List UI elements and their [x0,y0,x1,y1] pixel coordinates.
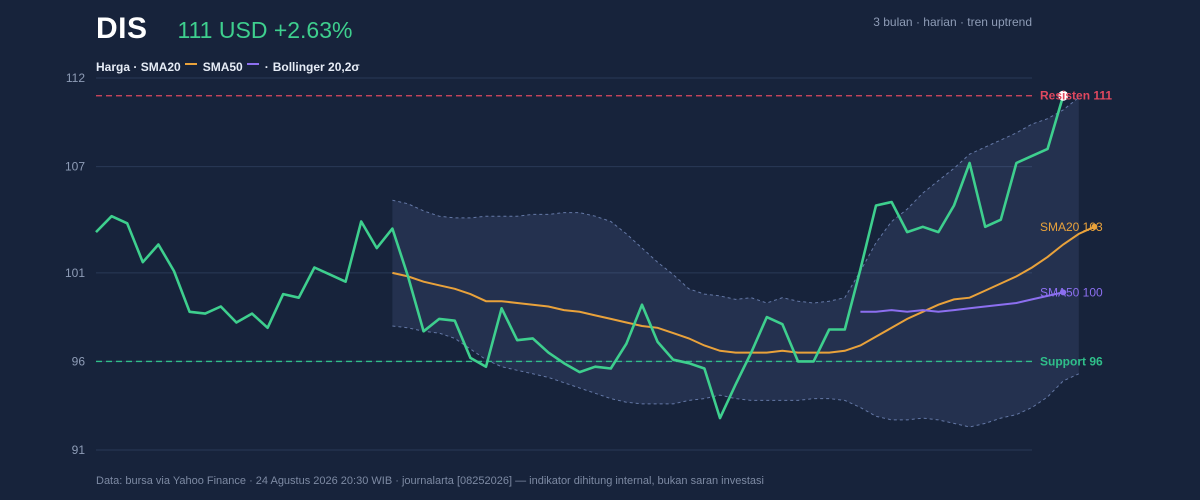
support-label: Support 96 [1040,354,1103,368]
legend-separator: · [130,60,141,74]
chart-meta: 3 bulan · harian · tren uptrend [873,15,1032,29]
legend-sma20: SMA20 [140,60,181,74]
chart-legend: Harga · SMA20 SMA50 · Bollinger 20,2σ [96,60,360,74]
legend-sma50-swatch [246,63,259,65]
y-tick-label: 101 [65,266,85,280]
footer-source: Data: bursa via Yahoo Finance · 24 Agust… [96,475,764,487]
price-last-marker [1058,90,1069,101]
bollinger-band-area [392,97,1079,427]
y-tick-label: 96 [72,354,86,368]
sma50-label: SMA50 100 [1040,285,1103,299]
sma20-line [392,225,1095,354]
legend-sma20-swatch [184,63,197,65]
sma20-label: SMA20 103 [1040,220,1103,234]
ticker-symbol: DIS [96,12,148,45]
y-tick-label: 107 [65,160,85,174]
legend-bollinger: Bollinger 20,2σ [272,60,360,74]
sma50-line [860,291,1064,313]
sma20-end-marker [1091,223,1098,230]
y-tick-label: 112 [66,71,85,85]
sma50-end-marker [1060,289,1067,296]
resistance-label: Resisten 111 [1040,89,1112,103]
bollinger-upper-line [392,97,1080,304]
y-tick-label: 91 [72,443,86,457]
price-change: 111 USD +2.63% [177,17,353,43]
price-line [95,95,1065,420]
legend-sma50: SMA50 [202,60,243,74]
legend-price: Harga [96,60,131,74]
